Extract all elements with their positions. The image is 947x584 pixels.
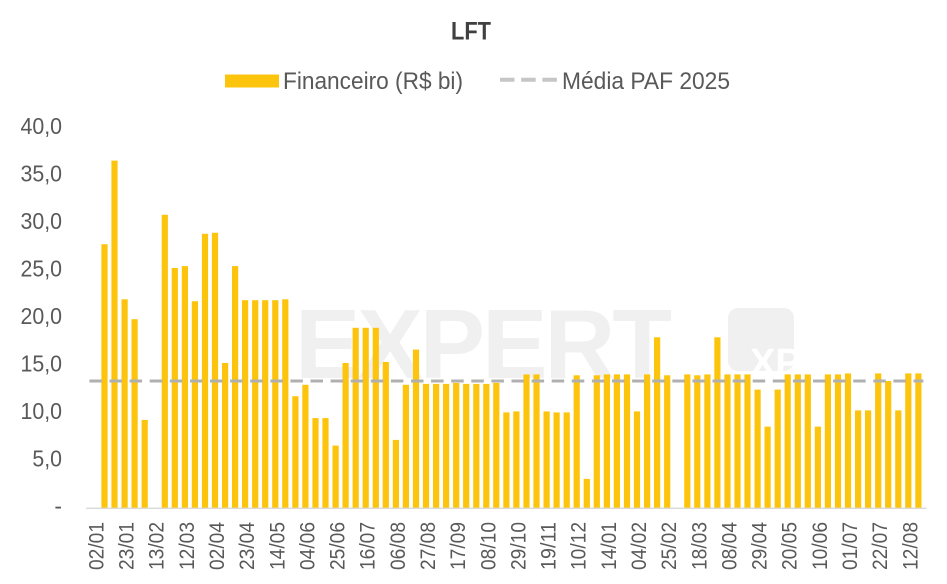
svg-text:23/01: 23/01 [115, 522, 139, 570]
svg-text:20/05: 20/05 [778, 522, 802, 570]
svg-text:14/05: 14/05 [265, 522, 289, 570]
svg-text:01/07: 01/07 [838, 522, 862, 570]
svg-text:06/08: 06/08 [386, 522, 410, 570]
svg-text:16/07: 16/07 [356, 522, 380, 570]
svg-text:19/11: 19/11 [537, 522, 561, 570]
svg-text:04/02: 04/02 [627, 522, 651, 570]
svg-text:02/04: 02/04 [205, 522, 229, 570]
svg-text:27/08: 27/08 [416, 522, 440, 570]
svg-text:LFT: LFT [451, 18, 491, 46]
svg-text:5,0: 5,0 [32, 445, 62, 471]
svg-text:10/12: 10/12 [567, 522, 591, 570]
svg-text:18/03: 18/03 [687, 522, 711, 570]
svg-text:08/10: 08/10 [476, 522, 500, 570]
svg-text:40,0: 40,0 [21, 113, 63, 139]
svg-text:25/06: 25/06 [326, 522, 350, 570]
svg-text:10,0: 10,0 [21, 398, 63, 424]
svg-text:15,0: 15,0 [21, 350, 63, 376]
svg-text:13/02: 13/02 [145, 522, 169, 570]
svg-text:12/03: 12/03 [175, 522, 199, 570]
svg-text:10/06: 10/06 [808, 522, 832, 570]
svg-text:25/02: 25/02 [657, 522, 681, 570]
svg-text:Média PAF 2025: Média PAF 2025 [562, 68, 730, 95]
svg-text:-: - [54, 493, 62, 519]
svg-text:25,0: 25,0 [21, 255, 63, 281]
svg-text:17/09: 17/09 [446, 522, 470, 570]
svg-text:29/04: 29/04 [748, 522, 772, 570]
svg-text:02/01: 02/01 [84, 522, 108, 570]
svg-text:20,0: 20,0 [21, 303, 63, 329]
svg-text:30,0: 30,0 [21, 208, 63, 234]
svg-text:Financeiro (R$ bi): Financeiro (R$ bi) [283, 68, 463, 95]
svg-text:23/04: 23/04 [235, 522, 259, 570]
svg-text:29/10: 29/10 [506, 522, 530, 570]
svg-text:04/06: 04/06 [295, 522, 319, 570]
svg-text:35,0: 35,0 [21, 160, 63, 186]
svg-text:12/08: 12/08 [898, 522, 922, 570]
svg-text:XP: XP [750, 342, 801, 384]
svg-text:08/04: 08/04 [718, 522, 742, 570]
svg-text:22/07: 22/07 [868, 522, 892, 570]
svg-text:14/01: 14/01 [597, 522, 621, 570]
